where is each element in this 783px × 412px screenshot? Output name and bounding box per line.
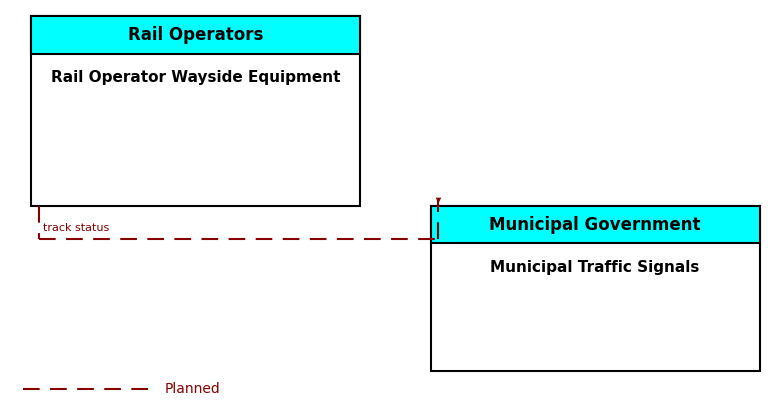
Bar <box>31 16 360 54</box>
Text: Municipal Traffic Signals: Municipal Traffic Signals <box>490 260 700 274</box>
Text: track status: track status <box>43 223 110 233</box>
Text: Municipal Government: Municipal Government <box>489 215 701 234</box>
Text: Rail Operator Wayside Equipment: Rail Operator Wayside Equipment <box>51 70 341 85</box>
Text: Rail Operators: Rail Operators <box>128 26 263 44</box>
Text: Planned: Planned <box>164 382 220 396</box>
Bar <box>431 206 760 243</box>
Bar <box>431 206 760 371</box>
Bar <box>31 16 360 206</box>
